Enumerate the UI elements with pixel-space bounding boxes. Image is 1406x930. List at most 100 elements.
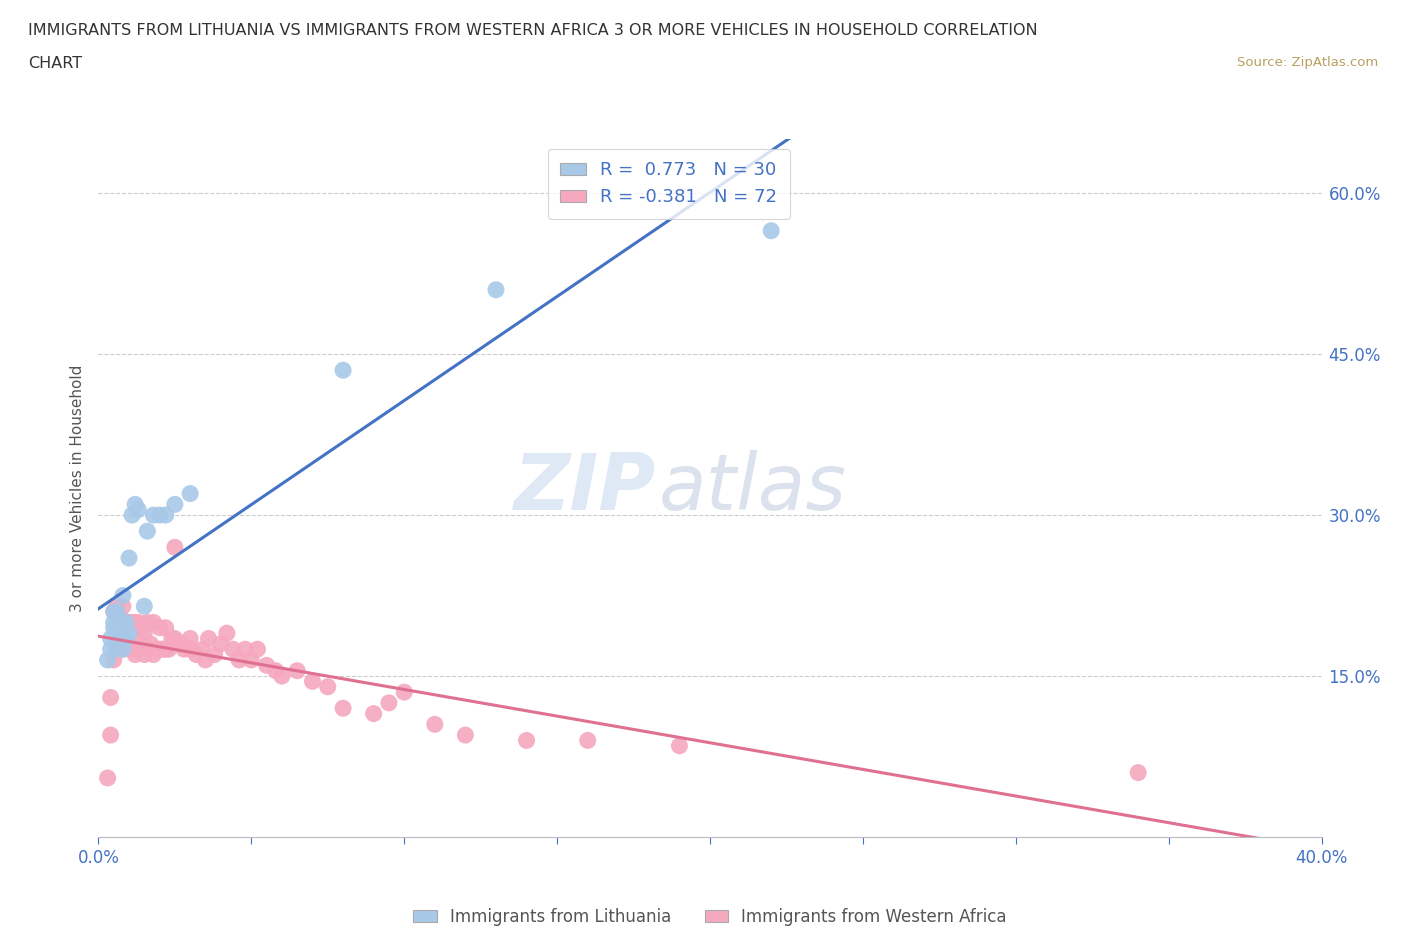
Point (111, 642, 134, 657)
Point (121, 508, 143, 523)
Point (1128, 765, 1150, 780)
Point (270, 669, 292, 684)
Text: IMMIGRANTS FROM LITHUANIA VS IMMIGRANTS FROM WESTERN AFRICA 3 OR MORE VEHICLES I: IMMIGRANTS FROM LITHUANIA VS IMMIGRANTS … (28, 23, 1038, 38)
Point (129, 642, 152, 657)
Point (136, 615, 159, 630)
Point (108, 631, 131, 646)
Point (134, 626, 156, 641)
Point (100, 642, 122, 657)
Point (124, 647, 146, 662)
Point (103, 653, 125, 668)
Point (121, 642, 143, 657)
Point (100, 631, 122, 646)
Point (97, 771, 120, 786)
Point (103, 620, 125, 635)
Text: Source: ZipAtlas.com: Source: ZipAtlas.com (1237, 56, 1378, 69)
Point (179, 631, 201, 646)
Point (222, 642, 245, 657)
Point (179, 486, 201, 501)
Point (145, 642, 167, 657)
Point (115, 615, 138, 630)
Point (423, 717, 446, 732)
Y-axis label: 3 or more Vehicles in Household: 3 or more Vehicles in Household (69, 365, 84, 612)
Point (129, 620, 152, 635)
Point (246, 642, 269, 657)
Point (136, 524, 159, 538)
Point (454, 727, 477, 742)
Point (170, 636, 193, 651)
Point (115, 631, 138, 646)
Legend: Immigrants from Lithuania, Immigrants from Western Africa: Immigrants from Lithuania, Immigrants fr… (406, 901, 1014, 930)
Point (118, 626, 141, 641)
Point (152, 642, 174, 657)
Point (97, 653, 120, 668)
Point (111, 588, 134, 603)
Point (118, 615, 141, 630)
Point (186, 647, 208, 662)
Point (149, 642, 172, 657)
Point (105, 599, 128, 614)
Point (378, 696, 401, 711)
Point (111, 615, 134, 630)
Point (163, 631, 186, 646)
Point (264, 663, 287, 678)
Point (240, 653, 263, 668)
Point (668, 738, 690, 753)
Point (155, 508, 177, 523)
Point (332, 701, 354, 716)
Point (142, 615, 165, 630)
Point (233, 642, 256, 657)
Point (139, 636, 162, 651)
Point (124, 497, 146, 512)
Point (111, 599, 134, 614)
Point (228, 653, 250, 668)
Point (105, 642, 128, 657)
Point (149, 508, 172, 523)
Point (108, 631, 131, 646)
Point (121, 615, 143, 630)
Point (124, 615, 146, 630)
Point (191, 642, 214, 657)
Point (204, 647, 226, 662)
Point (105, 642, 128, 657)
Point (363, 706, 385, 721)
Point (163, 539, 186, 554)
Point (142, 508, 165, 523)
Point (103, 604, 125, 619)
Point (179, 642, 201, 657)
Point (316, 679, 339, 694)
Point (194, 653, 217, 668)
Text: atlas: atlas (658, 450, 846, 526)
Point (392, 684, 416, 699)
Point (142, 647, 165, 662)
Point (118, 551, 141, 565)
Point (108, 615, 131, 630)
Point (134, 599, 156, 614)
Point (285, 663, 308, 678)
Point (149, 620, 172, 635)
Point (103, 615, 125, 630)
Point (108, 609, 131, 624)
Point (301, 674, 323, 689)
Point (127, 636, 149, 651)
Point (759, 223, 782, 238)
Point (127, 502, 149, 517)
Point (118, 636, 141, 651)
Point (197, 631, 219, 646)
Text: CHART: CHART (28, 56, 82, 71)
Point (209, 636, 232, 651)
Point (256, 658, 278, 672)
Point (173, 642, 195, 657)
Point (136, 642, 159, 657)
Point (215, 626, 238, 641)
Point (485, 283, 508, 298)
Point (157, 642, 180, 657)
Point (115, 615, 138, 630)
Point (332, 363, 354, 378)
Point (160, 631, 183, 646)
Point (115, 631, 138, 646)
Point (103, 604, 125, 619)
Text: ZIP: ZIP (513, 450, 655, 526)
Point (105, 604, 128, 619)
Point (516, 733, 538, 748)
